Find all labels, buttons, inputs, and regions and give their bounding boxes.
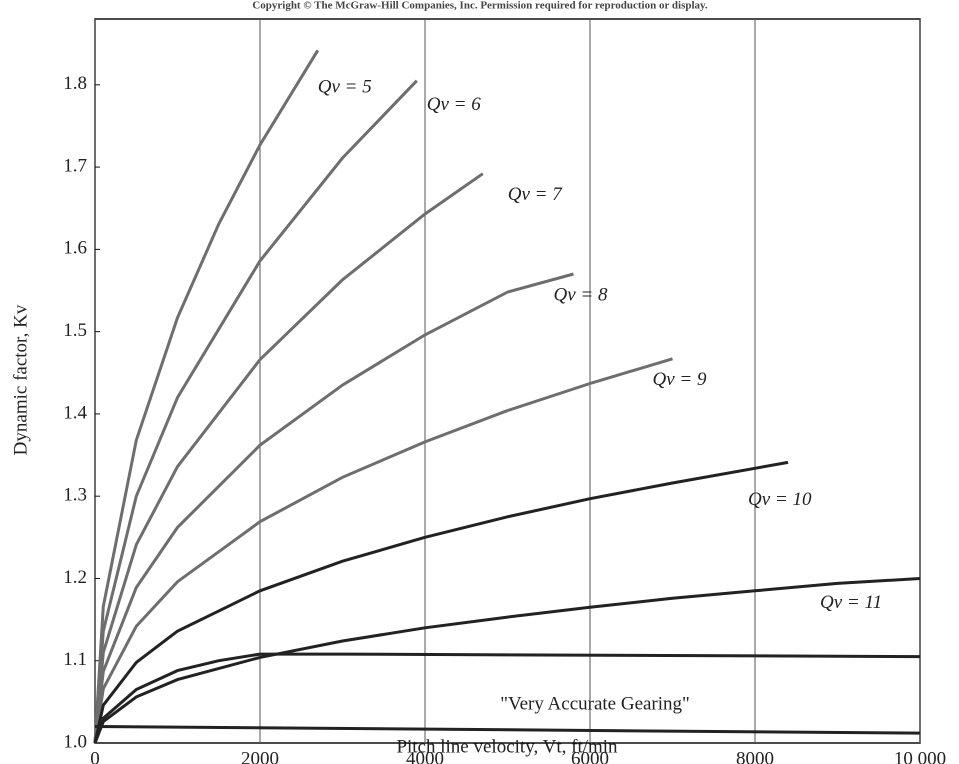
- plot-frame: [95, 19, 920, 743]
- chart: Copyright © The McGraw-Hill Companies, I…: [0, 0, 959, 764]
- y-tick-label: 1.4: [63, 402, 87, 423]
- curve-label: Qv = 7: [508, 184, 563, 205]
- x-tick-label: 8000: [736, 748, 774, 764]
- y-tick-label: 1.2: [63, 567, 87, 588]
- annotation: "Very Accurate Gearing": [500, 693, 690, 714]
- y-tick-label: 1.5: [63, 320, 87, 341]
- line: [95, 359, 673, 743]
- x-tick-label: 6000: [571, 748, 609, 764]
- x-tick-label: 4000: [406, 748, 444, 764]
- line: [95, 727, 920, 734]
- curve-label: Qv = 10: [748, 489, 812, 510]
- line: [95, 81, 417, 743]
- y-tick-label: 1.3: [63, 485, 87, 506]
- curve-label: Qv = 9: [653, 369, 707, 390]
- y-tick-label: 1.0: [63, 731, 87, 752]
- y-axis-label: Dynamic factor, Kv: [10, 304, 31, 455]
- subtitle: Copyright © The McGraw-Hill Companies, I…: [252, 0, 708, 12]
- curve-label: Qv = 8: [554, 284, 608, 305]
- x-tick-label: 10 000: [894, 748, 946, 764]
- y-tick-label: 1.6: [63, 238, 87, 259]
- curve-label: Qv = 6: [427, 94, 481, 115]
- x-tick-label: 2000: [241, 748, 279, 764]
- y-tick-label: 1.8: [63, 73, 87, 94]
- curve-label: Qv = 11: [820, 592, 882, 613]
- line: [95, 274, 574, 743]
- y-tick-label: 1.1: [63, 649, 87, 670]
- y-tick-label: 1.7: [63, 155, 87, 176]
- x-tick-label: 0: [90, 748, 100, 764]
- curve-label: Qv = 5: [318, 77, 372, 98]
